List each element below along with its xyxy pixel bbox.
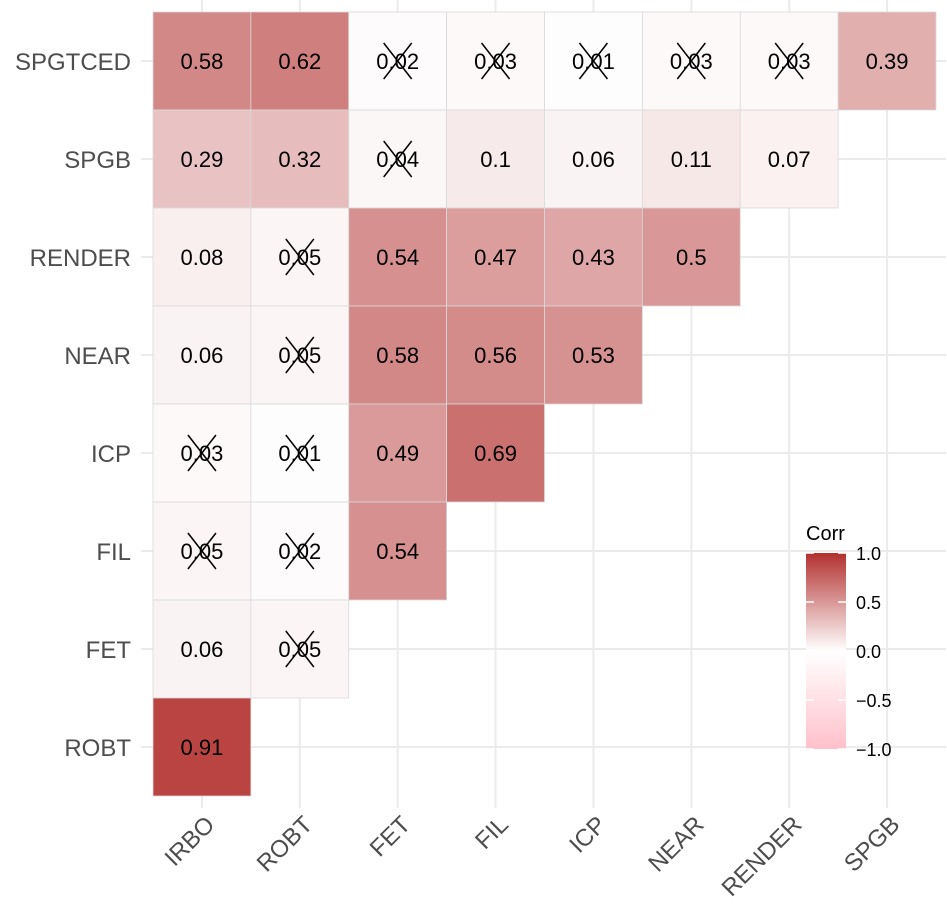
cell-value-label: 0.53 (572, 343, 615, 368)
cell-value-label: 0.1 (480, 147, 511, 172)
heatmap-cells: 0.580.620.020.030.010.030.030.390.290.32… (152, 11, 937, 797)
cell-value-label: 0.58 (181, 49, 224, 74)
heatmap-cell (348, 403, 448, 503)
cell-value-label: 0.07 (768, 147, 811, 172)
heatmap-cell (446, 109, 545, 209)
insignificance-cross-mark (285, 336, 315, 374)
insignificance-cross-mark (285, 630, 315, 668)
insignificance-cross-mark (285, 532, 315, 570)
heatmap-cell (446, 207, 545, 307)
legend-tick-label: 0.5 (856, 593, 881, 613)
cell-value-label: 0.58 (376, 343, 419, 368)
cell-value-label: 0.08 (181, 245, 224, 270)
cell-value-label: 0.69 (474, 441, 517, 466)
x-tick-label: NEAR (643, 811, 709, 877)
cell-value-label: 0.29 (181, 147, 224, 172)
heatmap-cell (837, 11, 937, 111)
x-tick-label: IRBO (160, 811, 221, 872)
y-tick-label: NEAR (64, 343, 131, 370)
legend: Corr 1.0 0.5 0.0 −0.5 −1.0 (806, 523, 892, 760)
cell-value-label: 0.47 (474, 245, 517, 270)
cell-value-label: 0.43 (572, 245, 615, 270)
x-tick-label: ROBT (252, 811, 318, 877)
heatmap-cell (250, 11, 350, 111)
x-tick-label: SPGB (839, 811, 905, 877)
heatmap-cell (641, 109, 741, 209)
cell-value-label: 0.49 (376, 441, 419, 466)
insignificance-cross-mark (383, 42, 413, 80)
insignificance-cross-mark (285, 238, 315, 276)
cell-value-label: 0.91 (181, 735, 224, 760)
heatmap-cell (739, 109, 839, 209)
y-tick-label: ICP (91, 441, 131, 468)
y-tick-label: FET (86, 637, 132, 664)
cell-value-label: 0.06 (181, 637, 224, 662)
x-axis-labels: IRBO ROBT FET FIL ICP NEAR RENDER SPGB (160, 811, 906, 902)
y-tick-label: SPGB (64, 147, 131, 174)
cell-value-label: 0.32 (278, 147, 321, 172)
legend-tick-label: −0.5 (856, 691, 892, 711)
cell-value-label: 0.39 (866, 49, 909, 74)
x-tick-label: RENDER (717, 811, 808, 902)
heatmap-cell (152, 599, 252, 699)
heatmap-cell (446, 305, 545, 405)
cell-value-label: 0.11 (671, 147, 712, 172)
insignificance-cross-mark (578, 42, 609, 80)
x-tick-label: FIL (470, 811, 514, 855)
legend-tick-label: 1.0 (856, 544, 881, 564)
heatmap-cell (641, 207, 741, 307)
x-tick-label: FET (365, 811, 416, 862)
y-tick-label: ROBT (64, 735, 131, 762)
heatmap-cell (348, 207, 448, 307)
y-axis-labels: ROBT FET FIL ICP NEAR RENDER SPGB SPGTCED (15, 49, 131, 762)
heatmap-cell (446, 403, 545, 503)
cell-value-label: 0.54 (376, 539, 419, 564)
heatmap-cell (152, 697, 252, 797)
legend-tick-label: −1.0 (856, 740, 892, 760)
insignificance-cross-mark (480, 42, 511, 80)
heatmap-cell (544, 305, 643, 405)
y-tick-label: SPGTCED (15, 49, 131, 76)
insignificance-cross-mark (676, 42, 706, 80)
y-tick-label: FIL (96, 539, 131, 566)
cell-value-label: 0.56 (474, 343, 517, 368)
insignificance-cross-mark (774, 42, 804, 80)
insignificance-cross-mark (187, 434, 217, 472)
insignificance-cross-mark (285, 434, 315, 472)
insignificance-cross-mark (383, 140, 413, 178)
cell-value-label: 0.62 (278, 49, 321, 74)
cell-value-label: 0.06 (572, 147, 615, 172)
heatmap-cell (348, 501, 448, 601)
cell-value-label: 0.06 (181, 343, 224, 368)
cell-value-label: 0.54 (376, 245, 419, 270)
cell-value-label: 0.5 (676, 245, 707, 270)
heatmap-cell (250, 109, 350, 209)
heatmap-cell (152, 109, 252, 209)
y-tick-label: RENDER (30, 245, 131, 272)
x-tick-label: ICP (564, 811, 611, 858)
heatmap-cell (544, 207, 643, 307)
insignificance-cross-mark (187, 532, 217, 570)
legend-title: Corr (806, 523, 845, 545)
legend-tick-label: 0.0 (856, 642, 881, 662)
heatmap-cell (152, 11, 252, 111)
